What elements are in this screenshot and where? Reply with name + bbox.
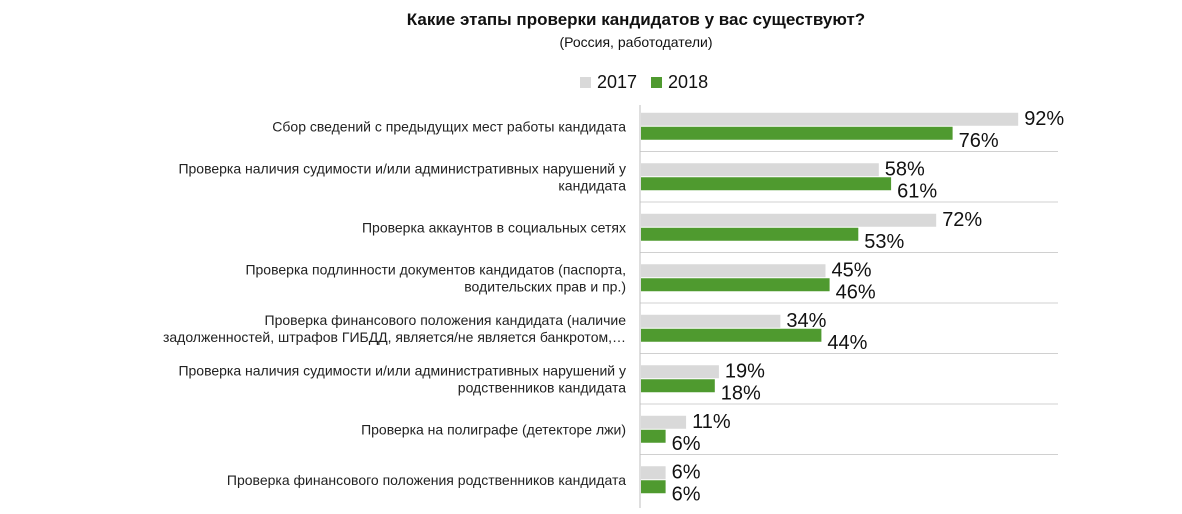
bar-2017-4 [641,264,826,278]
data-label-2017-3: 72% [942,209,982,231]
chart-title: Какие этапы проверки кандидатов у вас су… [406,10,866,29]
legend-item-2017: 2017 [580,72,637,93]
bar-2018-5 [641,328,822,342]
category-label: Проверка финансового положения кандидата… [265,312,627,328]
data-label-2017-7: 11% [692,411,731,433]
bar-2018-1 [641,126,953,140]
legend-item-2018: 2018 [651,72,708,93]
bar-2017-2 [641,163,879,177]
bar-2017-7 [641,415,687,429]
category-label: Проверка аккаунтов в социальных сетях [362,219,626,235]
category-label: Проверка наличия судимости и/или админис… [178,362,626,378]
category-label: задолженностей, штрафов ГИБДД, является/… [163,329,626,345]
category-label: родственников кандидата [458,379,626,395]
data-label-2017-6: 19% [725,360,765,382]
category-label: Проверка на полиграфе (детекторе лжи) [361,421,626,437]
bar-2018-2 [641,177,892,191]
data-label-2018-5: 44% [827,332,867,354]
data-label-2018-7: 6% [672,433,701,455]
category-label: Сбор сведений с предыдущих мест работы к… [272,118,626,134]
bar-2017-5 [641,314,781,328]
bar-2018-4 [641,278,830,292]
category-label: Проверка подлинности документов кандидат… [245,261,626,277]
chart-subtitle: (Россия, работодатели) [559,34,713,50]
bar-2017-6 [641,365,719,379]
legend-swatch-2017 [580,77,591,88]
bar-2018-6 [641,379,715,393]
data-label-2017-8: 6% [672,461,701,483]
bar-2017-3 [641,213,937,227]
bar-2017-8 [641,466,666,480]
data-label-2018-3: 53% [864,231,904,253]
category-label: Проверка финансового положения родственн… [227,472,626,488]
data-label-2018-4: 46% [836,281,876,303]
bar-2017-1 [641,112,1019,126]
data-label-2018-2: 61% [897,180,937,202]
category-label: кандидата [558,177,626,193]
category-label: Проверка наличия судимости и/или админис… [178,160,626,176]
data-label-2017-4: 45% [832,259,872,281]
data-label-2017-5: 34% [786,310,826,332]
data-label-2018-6: 18% [721,382,761,404]
legend-swatch-2018 [651,77,663,88]
bar-2018-3 [641,227,859,241]
data-label-2017-2: 58% [885,158,925,180]
chart-legend: 2017 2018 [580,72,722,93]
category-label: водительских прав и пр.) [464,278,626,294]
data-label-2018-8: 6% [672,483,701,505]
legend-label-2018: 2018 [668,72,709,92]
data-label-2018-1: 76% [959,130,999,152]
data-label-2017-1: 92% [1024,108,1064,130]
bar-2018-7 [641,429,666,443]
legend-label-2017: 2017 [597,72,638,92]
bar-2018-8 [641,480,666,494]
